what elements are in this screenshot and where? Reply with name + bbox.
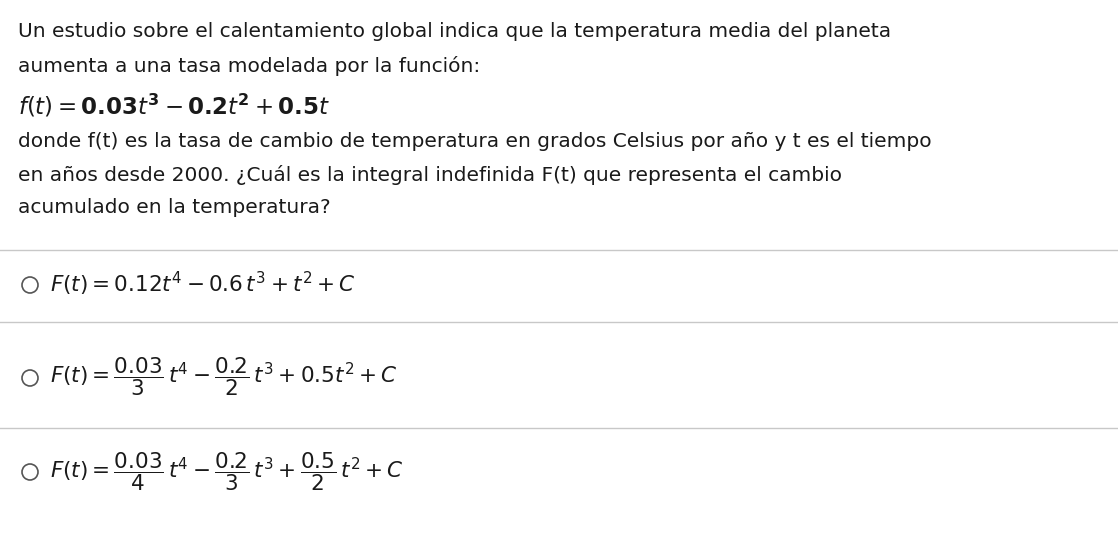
Text: Un estudio sobre el calentamiento global indica que la temperatura media del pla: Un estudio sobre el calentamiento global… [18,22,891,41]
Text: aumenta a una tasa modelada por la función:: aumenta a una tasa modelada por la funci… [18,56,481,76]
Text: $F(t) = 0.12t^4 - 0.6\,t^3 + t^2 + C$: $F(t) = 0.12t^4 - 0.6\,t^3 + t^2 + C$ [50,270,356,298]
Text: acumulado en la temperatura?: acumulado en la temperatura? [18,198,331,217]
Text: $\mathit{f}(\mathit{t}) = \mathbf{0.03}\mathit{t}^{\mathbf{3}} - \mathbf{0.2}\ma: $\mathit{f}(\mathit{t}) = \mathbf{0.03}\… [18,92,330,119]
Text: donde f(t) es la tasa de cambio de temperatura en grados Celsius por año y t es : donde f(t) es la tasa de cambio de tempe… [18,132,931,151]
Text: $F(t) = \dfrac{0.03}{3}\,t^4 - \dfrac{0.2}{2}\,t^3 + 0.5t^2 + C$: $F(t) = \dfrac{0.03}{3}\,t^4 - \dfrac{0.… [50,355,398,398]
Text: $F(t) = \dfrac{0.03}{4}\,t^4 - \dfrac{0.2}{3}\,t^3 + \dfrac{0.5}{2}\,t^2 + C$: $F(t) = \dfrac{0.03}{4}\,t^4 - \dfrac{0.… [50,450,404,493]
Text: en años desde 2000. ¿Cuál es la integral indefinida F(t) que representa el cambi: en años desde 2000. ¿Cuál es la integral… [18,165,842,185]
